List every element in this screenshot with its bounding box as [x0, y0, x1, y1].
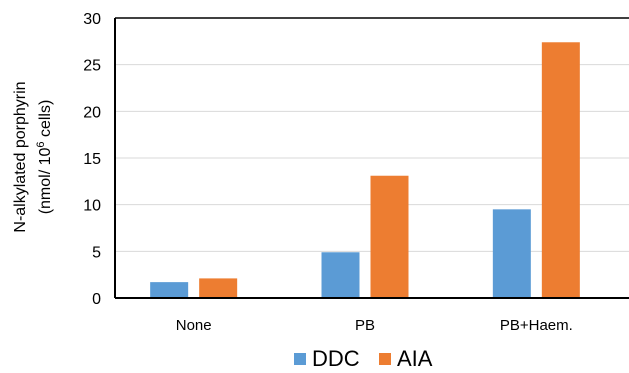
bar-aia-0 [199, 278, 238, 298]
legend-label-aia: AIA [397, 346, 433, 371]
y-tick-label: 30 [83, 11, 101, 28]
x-tick-labels: None PB PB+Haem. [176, 317, 573, 334]
y-axis-label-unit-sup: 6 [35, 141, 47, 147]
y-axis-label-unit-pre: (nmol/ 10 [37, 148, 54, 215]
x-tick-label: PB [355, 317, 375, 334]
legend-swatch-ddc [294, 353, 306, 365]
y-axis-label-unit-post: cells) [37, 100, 54, 142]
y-tick-label: 15 [83, 151, 101, 168]
bar-ddc-0 [150, 282, 189, 298]
y-axis-label-line1: N-alkylated porphyrin [12, 81, 29, 232]
x-tick-label: PB+Haem. [500, 317, 573, 334]
legend-swatch-aia [379, 353, 391, 365]
bar-aia-2 [541, 42, 580, 299]
legend-label-ddc: DDC [312, 346, 360, 371]
y-tick-label: 25 [83, 58, 101, 75]
bar-ddc-1 [321, 252, 360, 298]
x-tick-label: None [176, 317, 212, 334]
y-tick-label: 5 [92, 244, 101, 261]
y-tick-label: 10 [83, 198, 101, 215]
bar-ddc-2 [492, 209, 531, 298]
y-tick-label: 0 [92, 291, 101, 308]
y-tick-labels: 0 5 10 15 20 25 30 [83, 11, 101, 308]
bars [150, 42, 580, 299]
bar-aia-1 [370, 175, 409, 298]
legend: DDC AIA [294, 346, 433, 371]
y-tick-label: 20 [83, 104, 101, 121]
y-axis-label-line2: (nmol/ 106 cells) [35, 100, 54, 215]
